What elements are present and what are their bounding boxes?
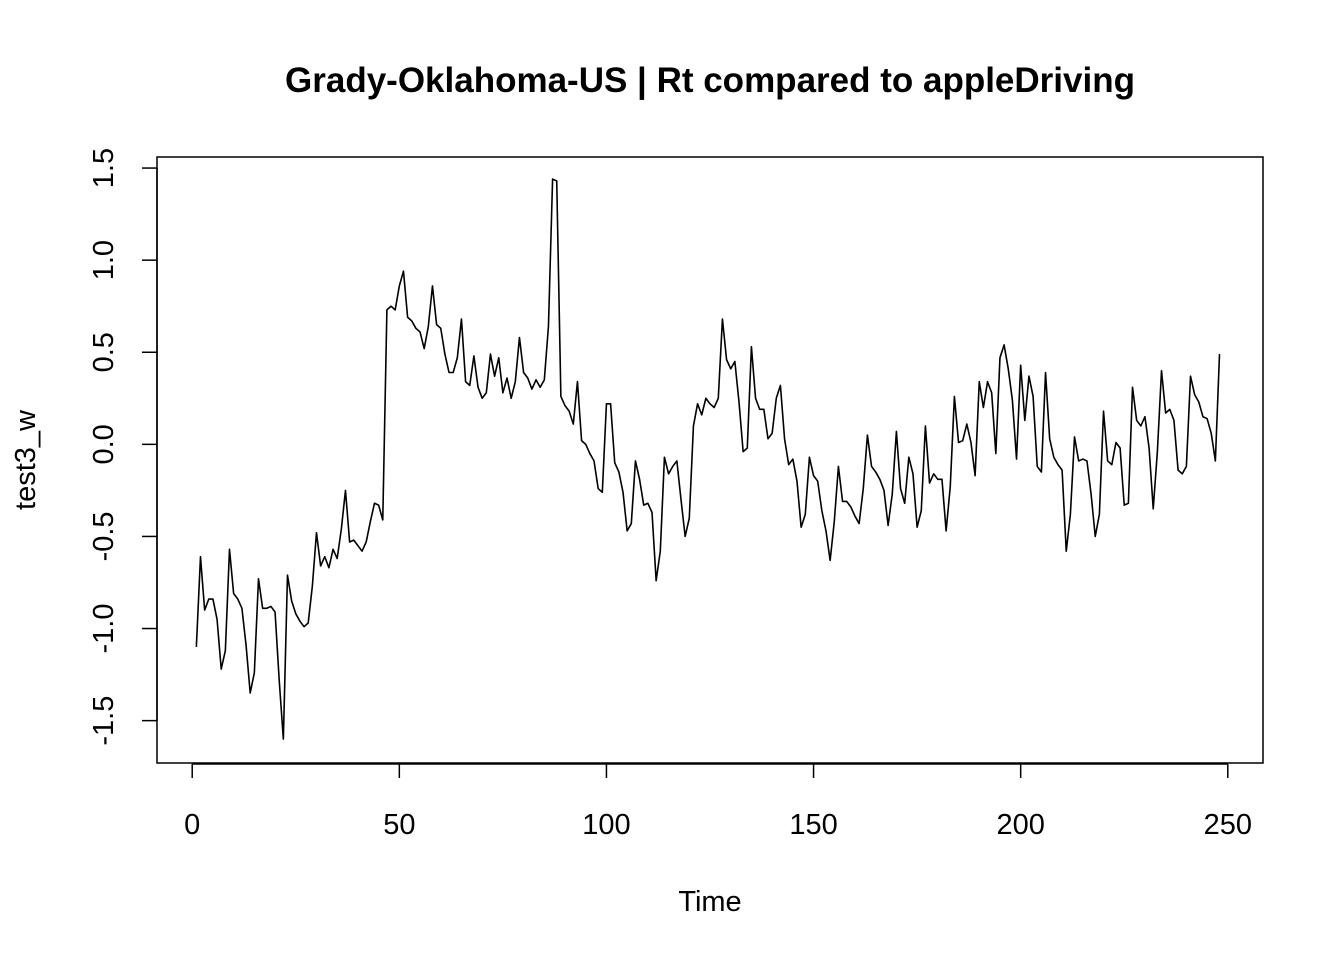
x-tick-label: 200 (996, 809, 1044, 841)
y-tick-label: -1.0 (88, 604, 120, 654)
x-tick-label: 100 (582, 809, 630, 841)
y-axis-label: test3_w (10, 409, 42, 510)
y-tick-label: 1.5 (88, 148, 120, 188)
y-tick-label: 1.0 (88, 240, 120, 280)
x-tick-label: 0 (184, 809, 200, 841)
y-tick-label: -1.5 (88, 696, 120, 746)
y-axis: -1.5 -1.0 -0.5 0.0 0.5 1.0 1.5 (88, 148, 158, 746)
x-tick-label: 250 (1204, 809, 1252, 841)
x-tick-label: 150 (789, 809, 837, 841)
x-axis: 0 50 100 150 200 250 (184, 763, 1252, 841)
y-tick-label: 0.5 (88, 332, 120, 372)
x-tick-label: 50 (383, 809, 415, 841)
plot-frame (156, 156, 1264, 764)
series-line (195, 178, 1221, 740)
chart-title: Grady-Oklahoma-US | Rt compared to apple… (285, 61, 1135, 100)
y-tick-label: 0.0 (88, 424, 120, 464)
x-axis-label: Time (678, 886, 741, 918)
y-tick-label: -0.5 (88, 511, 120, 561)
